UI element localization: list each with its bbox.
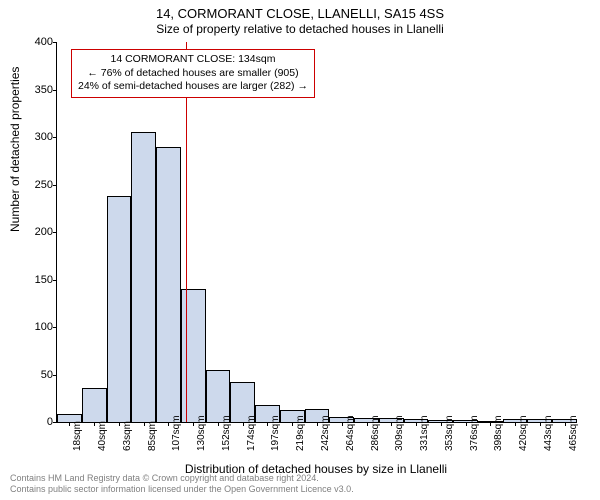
bar bbox=[181, 289, 206, 422]
y-tick-label: 150 bbox=[23, 274, 53, 286]
y-tick-mark bbox=[53, 90, 57, 91]
y-tick-mark bbox=[53, 375, 57, 376]
x-tick-label: 40sqm bbox=[97, 421, 108, 451]
annotation-line-2: ← 76% of detached houses are smaller (90… bbox=[78, 67, 308, 81]
bar bbox=[206, 370, 231, 422]
bar bbox=[156, 147, 181, 422]
y-tick-label: 350 bbox=[23, 84, 53, 96]
y-tick-label: 250 bbox=[23, 179, 53, 191]
x-tick-mark bbox=[342, 422, 343, 426]
annotation-line-1: 14 CORMORANT CLOSE: 134sqm bbox=[78, 53, 308, 67]
footer-line-2: Contains public sector information licen… bbox=[10, 484, 354, 496]
x-tick-mark bbox=[292, 422, 293, 426]
x-tick-mark bbox=[119, 422, 120, 426]
x-tick-mark bbox=[218, 422, 219, 426]
y-tick-mark bbox=[53, 185, 57, 186]
x-tick-label: 85sqm bbox=[147, 421, 158, 451]
x-tick-label: 63sqm bbox=[122, 421, 133, 451]
y-tick-mark bbox=[53, 137, 57, 138]
footer-line-1: Contains HM Land Registry data © Crown c… bbox=[10, 473, 354, 485]
x-tick-mark bbox=[267, 422, 268, 426]
y-tick-mark bbox=[53, 232, 57, 233]
x-tick-mark bbox=[416, 422, 417, 426]
y-tick-mark bbox=[53, 422, 57, 423]
y-tick-mark bbox=[53, 42, 57, 43]
x-tick-mark bbox=[490, 422, 491, 426]
y-tick-label: 100 bbox=[23, 321, 53, 333]
x-tick-mark bbox=[144, 422, 145, 426]
x-tick-mark bbox=[193, 422, 194, 426]
y-tick-label: 200 bbox=[23, 226, 53, 238]
x-tick-mark bbox=[317, 422, 318, 426]
x-tick-mark bbox=[540, 422, 541, 426]
reference-line bbox=[186, 42, 187, 422]
y-axis-label: Number of detached properties bbox=[8, 67, 22, 232]
bar bbox=[82, 388, 107, 422]
footer-attribution: Contains HM Land Registry data © Crown c… bbox=[10, 473, 354, 496]
x-tick-mark bbox=[515, 422, 516, 426]
x-tick-mark bbox=[94, 422, 95, 426]
y-tick-mark bbox=[53, 327, 57, 328]
x-tick-label: 465sqm bbox=[568, 415, 579, 451]
x-tick-mark bbox=[466, 422, 467, 426]
x-tick-mark bbox=[441, 422, 442, 426]
chart-title: 14, CORMORANT CLOSE, LLANELLI, SA15 4SS bbox=[0, 0, 600, 21]
x-tick-mark bbox=[367, 422, 368, 426]
chart-subtitle: Size of property relative to detached ho… bbox=[0, 21, 600, 36]
y-tick-label: 400 bbox=[23, 36, 53, 48]
x-tick-mark bbox=[243, 422, 244, 426]
y-tick-label: 50 bbox=[23, 369, 53, 381]
plot-region: 05010015020025030035040018sqm40sqm63sqm8… bbox=[56, 42, 577, 423]
annotation-line-3: 24% of semi-detached houses are larger (… bbox=[78, 80, 308, 94]
x-tick-mark bbox=[565, 422, 566, 426]
bar bbox=[107, 196, 132, 422]
x-tick-mark bbox=[391, 422, 392, 426]
x-tick-label: 18sqm bbox=[72, 421, 83, 451]
y-tick-label: 0 bbox=[23, 416, 53, 428]
annotation-box: 14 CORMORANT CLOSE: 134sqm← 76% of detac… bbox=[71, 49, 315, 98]
bar bbox=[131, 132, 156, 422]
x-tick-mark bbox=[168, 422, 169, 426]
chart-area: Number of detached properties 0501001502… bbox=[56, 42, 576, 422]
y-tick-label: 300 bbox=[23, 131, 53, 143]
x-tick-mark bbox=[69, 422, 70, 426]
y-tick-mark bbox=[53, 280, 57, 281]
